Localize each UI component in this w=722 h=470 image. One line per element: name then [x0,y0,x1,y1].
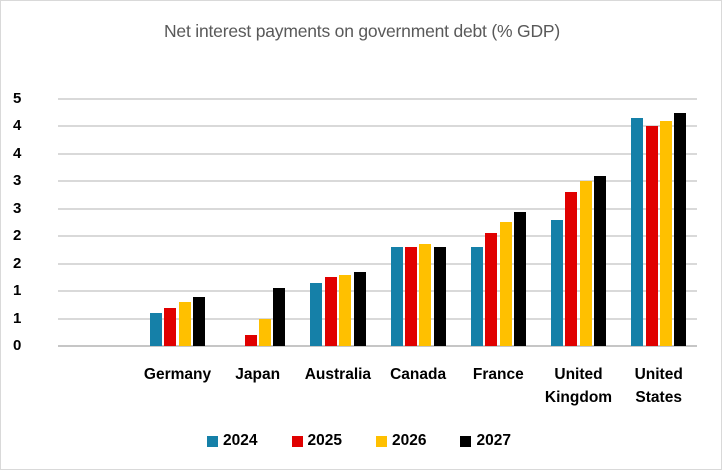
bar-2024-australia [310,283,323,346]
legend: 2024 2025 2026 2027 [1,431,717,451]
x-axis-category-label: United Kingdom [544,366,613,406]
bar-2024-united-states [631,118,644,346]
bar-2025-canada [404,247,417,346]
y-axis-tick-label: 3 [13,200,22,217]
bar-2026-japan [258,319,271,346]
bar-2027-united-states [674,113,687,346]
x-axis-category-label: United States [634,366,683,406]
bar-2025-germany [164,308,177,346]
legend-swatch-icon [207,435,219,447]
legend-label: 2024 [223,432,258,449]
bar-2024-germany [149,313,162,346]
gridline [58,263,697,265]
bar-2026-united-states [659,121,672,346]
legend-label: 2025 [307,432,342,449]
gridline [58,208,697,210]
y-axis-tick-label: 1 [13,310,22,327]
legend-swatch-icon [376,435,387,447]
chart-title: Net interest payments on government debt… [163,21,560,41]
gridline [58,180,697,182]
y-axis-tick-label: 2 [13,227,22,244]
bar-2026-france [499,222,512,346]
legend-label: 2026 [392,432,427,449]
bar-2024-canada [390,247,403,346]
legend-item-2025: 2025 [291,432,342,450]
gridline [58,125,697,127]
bar-2025-united-kingdom [565,192,578,346]
bar-2027-germany [193,297,206,346]
bar-2027-france [513,212,526,346]
legend-swatch-icon [291,435,303,447]
bar-2027-australia [353,272,366,346]
x-axis-category-label: France [472,366,524,383]
y-axis-tick-label: 3 [13,172,22,189]
legend-item-2026: 2026 [376,432,426,450]
legend-item-2027: 2027 [460,432,511,450]
bar-2025-france [485,233,498,346]
gridline [58,153,697,155]
x-axis-category-label: Canada [390,366,447,383]
bar-2024-united-kingdom [550,220,563,346]
bar-2025-japan [244,335,257,346]
bar-2025-united-states [645,126,658,346]
x-axis-category-label: Germany [143,366,212,383]
x-axis-category-label: Australia [304,366,372,383]
plot-area [58,98,697,347]
x-axis-category-label: Japan [235,366,281,383]
legend-label: 2027 [476,432,511,449]
y-axis-tick-label: 2 [13,255,22,272]
bar-2026-germany [178,302,191,346]
y-axis-tick-label: 4 [13,117,22,134]
bar-2026-united-kingdom [579,181,592,346]
legend-item-2024: 2024 [207,432,258,450]
gridline [58,290,697,292]
y-axis-tick-label: 5 [13,90,22,107]
bar-2026-canada [419,244,432,346]
y-axis-tick-label: 4 [13,145,22,162]
y-axis-tick-label: 1 [13,282,22,299]
legend-swatch-icon [460,435,472,447]
bar-2027-canada [433,247,446,346]
bar-2024-france [470,247,483,346]
gridline [58,345,697,347]
y-axis-tick-label: 0 [13,337,22,354]
bar-2027-united-kingdom [594,176,607,346]
bar-2025-australia [324,277,337,346]
bar-2027-japan [273,288,286,346]
gridline [58,318,697,320]
gridline [58,235,697,237]
bar-2026-australia [339,275,352,346]
gridline [58,98,697,100]
